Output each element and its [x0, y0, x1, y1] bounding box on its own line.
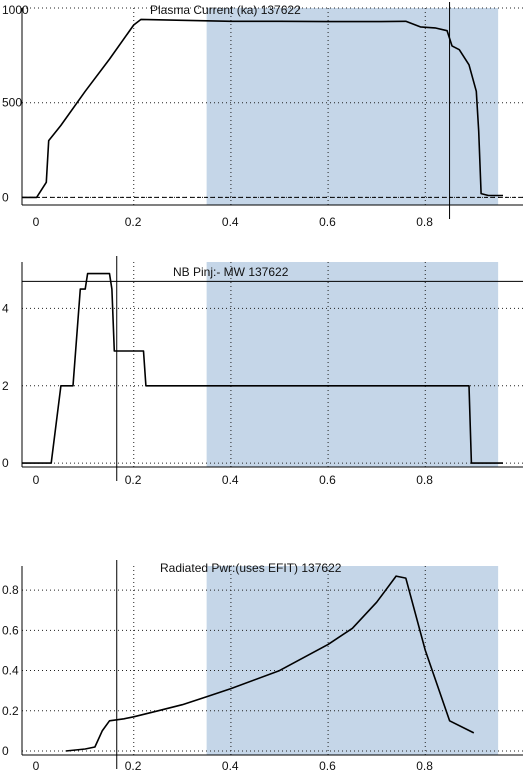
nb-power-x-tick-0: 0 [33, 473, 40, 487]
nb-power-x-tick-4: 0.8 [416, 473, 433, 487]
nb-power-panel: NB Pinj:- MW 137622 0 0.2 0.4 0.6 0.8 0 2 4 [2, 256, 523, 487]
plasma-current-shaded-region [206, 8, 499, 205]
nb-power-x-tick-2: 0.4 [222, 473, 239, 487]
nb-power-y-tick-0: 0 [2, 456, 9, 470]
plasma-current-x-tick-2: 0.4 [222, 215, 239, 229]
nb-power-y-tick-2: 4 [2, 301, 9, 315]
radiated-power-x-tick-0: 0 [33, 759, 40, 773]
plasma-current-trace-0 [22, 18, 503, 199]
radiated-power-title: Radiated Pwr:(uses EFIT) 137622 [160, 561, 342, 575]
nb-power-title: NB Pinj:- MW 137622 [173, 265, 289, 279]
nb-power-y-tick-1: 2 [2, 379, 9, 393]
radiated-power-panel: Radiated Pwr:(uses EFIT) 137622 0 0.2 0.4 0… [2, 560, 523, 773]
radiated-power-y-tick-3: 0.6 [2, 623, 19, 637]
plasma-current-x-tick-4: 0.8 [416, 215, 433, 229]
nb-power-trace-0 [22, 272, 503, 464]
plasma-current-y-tick-1: 500 [2, 96, 22, 110]
radiated-power-x-tick-4: 0.8 [416, 759, 433, 773]
plasma-current-panel: Plasma Current (ka) 137622 0 0.2 0.4 0.6 0.8… [2, 2, 523, 229]
plasma-current-x-tick-3: 0.6 [319, 215, 336, 229]
radiated-power-y-tick-2: 0.4 [2, 664, 19, 678]
plasma-current-x-tick-1: 0.2 [125, 215, 142, 229]
plasma-current-x-tick-0: 0 [33, 215, 40, 229]
radiated-power-trace-0 [65, 575, 475, 752]
radiated-power-x-tick-2: 0.4 [222, 759, 239, 773]
plasma-current-y-tick-0: 0 [2, 190, 9, 204]
radiated-power-y-tick-0: 0 [2, 744, 9, 758]
nb-power-x-tick-1: 0.2 [125, 473, 142, 487]
radiated-power-y-tick-1: 0.2 [2, 704, 19, 718]
radiated-power-shaded-region [206, 566, 499, 755]
nb-power-x-tick-3: 0.6 [319, 473, 336, 487]
plasma-current-y-tick-2: 1000 [2, 3, 29, 17]
radiated-power-y-tick-4: 0.8 [2, 583, 19, 597]
radiated-power-x-tick-1: 0.2 [125, 759, 142, 773]
radiated-power-x-tick-3: 0.6 [319, 759, 336, 773]
nb-power-shaded-region [206, 262, 499, 467]
plasma-current-title: Plasma Current (ka) 137622 [150, 3, 301, 17]
